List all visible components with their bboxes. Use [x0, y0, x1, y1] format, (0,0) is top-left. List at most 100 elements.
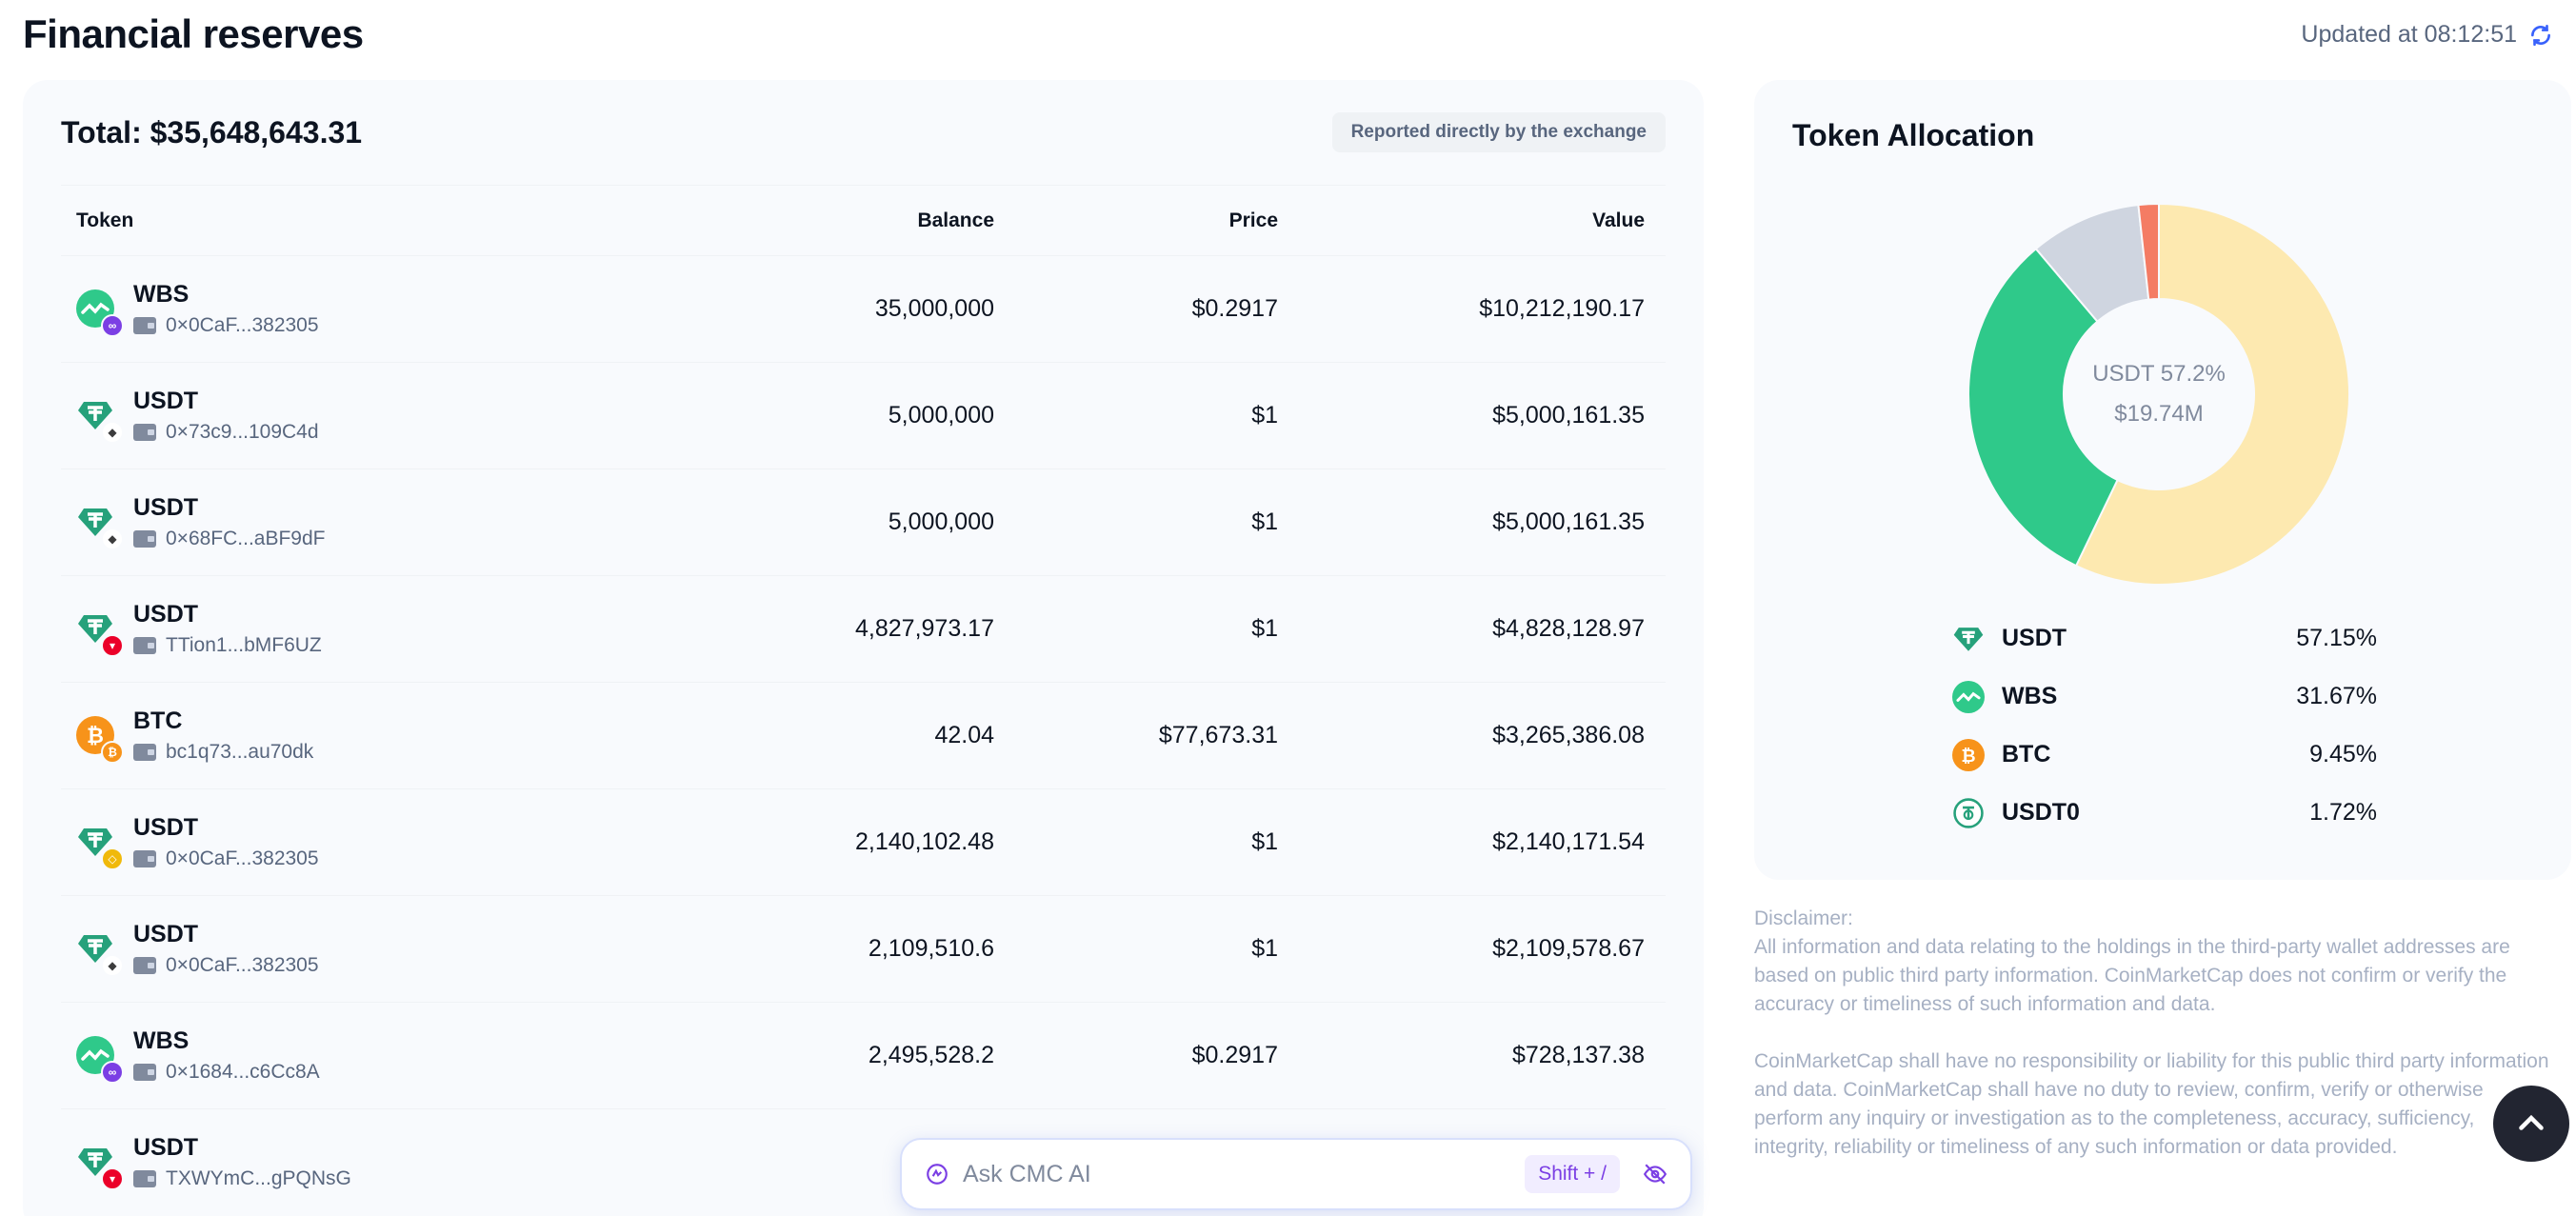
token-icon-group: ◆ — [76, 929, 124, 977]
balance-cell: 2,140,102.48 — [855, 828, 994, 855]
total-value: Total: $35,648,643.31 — [61, 114, 363, 150]
wallet-address[interactable]: 0×0CaF...382305 — [133, 847, 319, 870]
token-text: WBS 0×1684...c6Cc8A — [133, 1027, 320, 1084]
token-icon-group: ◇ — [76, 823, 124, 870]
token-symbol[interactable]: USDT — [133, 1134, 199, 1161]
donut-slice-usdt[interactable] — [2074, 202, 2350, 586]
table-row[interactable]: ₿ ₿ BTC bc1q73...au70dk 42.04 $77,673.31 $3,26… — [61, 682, 1666, 788]
token-symbol[interactable]: USDT — [133, 814, 199, 841]
token-symbol[interactable]: USDT — [133, 601, 199, 628]
table-row[interactable]: ◆ USDT 0×0CaF...382305 2,109,510.6 $1 $2,109,… — [61, 895, 1666, 1002]
token-cell: ◇ USDT 0×0CaF...382305 — [61, 814, 661, 870]
token-symbol[interactable]: USDT — [133, 921, 199, 947]
page-title: Financial reserves — [23, 11, 364, 56]
balance-cell: 4,827,973.17 — [855, 615, 994, 642]
donut-slice-wbs[interactable] — [1967, 247, 2119, 568]
table-row[interactable]: ◆ USDT 0×73c9...109C4d 5,000,000 $1 $5,000,16… — [61, 362, 1666, 468]
legend-item-usdt[interactable]: USDT 57.15% — [1952, 609, 2377, 668]
donut-slice-usdt0[interactable] — [2137, 202, 2160, 301]
reported-badge: Reported directly by the exchange — [1331, 112, 1666, 152]
token-symbol[interactable]: USDT — [133, 494, 199, 521]
chevron-up-icon — [2519, 1114, 2544, 1130]
svg-text:₿: ₿ — [1961, 746, 1975, 766]
disclaimer-label: Disclaimer: — [1754, 907, 1853, 929]
legend-percent: 1.72% — [2309, 799, 2377, 826]
wallet-address[interactable]: TXWYmC...gPQNsG — [133, 1167, 351, 1190]
token-text: USDT 0×0CaF...382305 — [133, 921, 319, 977]
price-cell: $1 — [1251, 508, 1278, 535]
disclaimer-paragraph-2: CoinMarketCap shall have no responsibili… — [1754, 1050, 2549, 1158]
refresh-icon[interactable] — [2528, 23, 2553, 48]
token-text: WBS 0×0CaF...382305 — [133, 281, 319, 337]
price-cell: $77,673.31 — [1158, 722, 1278, 748]
legend-name: BTC — [2002, 741, 2051, 767]
btc-icon: ₿ — [1952, 738, 1985, 771]
token-cell: ◆ USDT 0×68FC...aBF9dF — [61, 494, 661, 550]
wallet-address[interactable]: 0×68FC...aBF9dF — [133, 528, 326, 550]
ai-sparkle-icon — [927, 1164, 948, 1185]
legend-item-wbs[interactable]: WBS 31.67% — [1952, 668, 2377, 726]
wallet-address[interactable]: 0×73c9...109C4d — [133, 421, 319, 444]
table-header: Token Balance Price Value — [61, 185, 1666, 255]
balance-cell: 2,109,510.6 — [868, 935, 994, 962]
token-symbol[interactable]: USDT — [133, 388, 199, 414]
legend-item-usdt0[interactable]: USDT0 1.72% — [1952, 784, 2377, 842]
token-cell: ₿ ₿ BTC bc1q73...au70dk — [61, 708, 661, 764]
allocation-title: Token Allocation — [1792, 118, 2035, 152]
address-text: 0×1684...c6Cc8A — [166, 1061, 320, 1083]
address-text: bc1q73...au70dk — [166, 741, 314, 763]
address-text: 0×0CaF...382305 — [166, 847, 319, 869]
table-row[interactable]: ∞ WBS 0×0CaF...382305 35,000,000 $0.2917 $10,… — [61, 255, 1666, 362]
wallet-icon — [133, 850, 156, 867]
legend-percent: 57.15% — [2296, 625, 2377, 651]
address-text: TXWYmC...gPQNsG — [166, 1167, 351, 1189]
col-price: Price — [1228, 209, 1278, 231]
wbs-icon — [1952, 680, 1985, 713]
token-icon-group: ∞ — [76, 289, 124, 337]
ask-cmc-ai-input[interactable]: Ask CMC AI Shift + / — [900, 1138, 1692, 1210]
col-value: Value — [1592, 209, 1645, 231]
hide-eye-icon[interactable] — [1643, 1162, 1667, 1186]
bnb-chain-icon: ◇ — [101, 847, 124, 870]
legend-item-btc[interactable]: ₿ BTC 9.45% — [1952, 726, 2377, 784]
wallet-icon — [133, 1170, 156, 1187]
token-symbol[interactable]: WBS — [133, 281, 190, 308]
price-cell: $1 — [1251, 615, 1278, 642]
scroll-to-top-button[interactable] — [2493, 1086, 2569, 1162]
balance-cell: 2,495,528.2 — [868, 1042, 994, 1068]
balance-cell: 42.04 — [934, 722, 994, 748]
address-text: 0×0CaF...382305 — [166, 954, 319, 976]
updated-time: Updated at 08:12:51 — [2301, 21, 2553, 49]
legend-name: USDT0 — [2002, 799, 2080, 826]
token-symbol[interactable]: BTC — [133, 708, 183, 734]
wallet-address[interactable]: 0×0CaF...382305 — [133, 954, 319, 977]
wallet-icon — [133, 317, 156, 334]
donut-center-label: USDT 57.2% — [2092, 361, 2226, 387]
wallet-address[interactable]: 0×0CaF...382305 — [133, 314, 319, 337]
usdt-icon — [76, 609, 114, 648]
token-cell: ◆ USDT 0×73c9...109C4d — [61, 388, 661, 444]
price-cell: $0.2917 — [1191, 295, 1278, 322]
legend-name: WBS — [2002, 683, 2058, 709]
balance-cell: 5,000,000 — [888, 402, 994, 429]
token-text: USDT 0×68FC...aBF9dF — [133, 494, 326, 550]
table-row[interactable]: ◇ USDT 0×0CaF...382305 2,140,102.48 $1 $2,140… — [61, 788, 1666, 895]
wallet-address[interactable]: TTion1...bMF6UZ — [133, 634, 322, 657]
token-icon-group: ◆ — [76, 396, 124, 444]
wallet-address[interactable]: bc1q73...au70dk — [133, 741, 313, 764]
usdt-icon — [76, 1143, 114, 1181]
table-row[interactable]: ▾ USDT TTion1...bMF6UZ 4,827,973.17 $1 $4,828… — [61, 575, 1666, 682]
reserves-table: Token Balance Price Value ∞ WBS 0×0CaF...3… — [61, 185, 1666, 1215]
table-row[interactable]: ◆ USDT 0×68FC...aBF9dF 5,000,000 $1 $5,000,16… — [61, 468, 1666, 575]
ethereum-chain-icon: ◆ — [101, 527, 124, 550]
legend-name: USDT — [2002, 625, 2067, 651]
value-cell: $2,109,578.67 — [1492, 935, 1645, 962]
token-cell: ▾ USDT TXWYmC...gPQNsG — [61, 1134, 661, 1190]
wallet-address[interactable]: 0×1684...c6Cc8A — [133, 1061, 320, 1084]
price-cell: $1 — [1251, 402, 1278, 429]
ethereum-chain-icon: ◆ — [101, 953, 124, 977]
token-symbol[interactable]: WBS — [133, 1027, 190, 1054]
chainlink-chain-icon: ∞ — [101, 313, 124, 337]
table-row[interactable]: ∞ WBS 0×1684...c6Cc8A 2,495,528.2 $0.2917 $72… — [61, 1002, 1666, 1108]
price-cell: $1 — [1251, 828, 1278, 855]
